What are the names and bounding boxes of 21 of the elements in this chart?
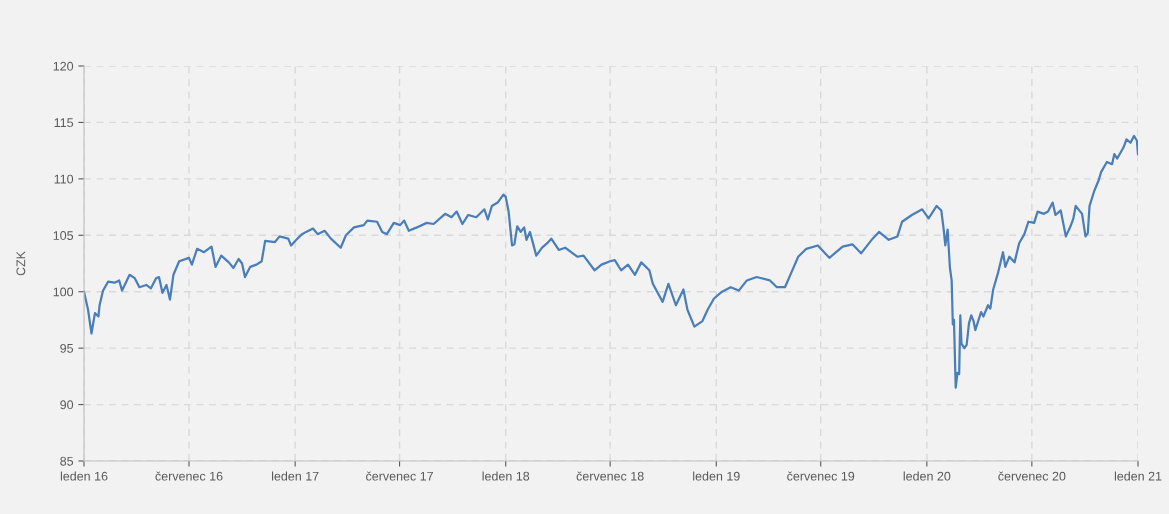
y-axis-title: CZK bbox=[16, 251, 26, 276]
x-tick-label: červenec 20 bbox=[998, 471, 1066, 481]
y-tick-label: 120 bbox=[53, 61, 74, 71]
y-tick-label: 105 bbox=[53, 231, 74, 240]
x-tick-label: leden 16 bbox=[60, 471, 108, 481]
x-tick-label: červenec 16 bbox=[155, 471, 223, 481]
y-tick-label: 95 bbox=[60, 343, 74, 353]
y-tick-label: 110 bbox=[54, 174, 74, 184]
x-tick-label: červenec 19 bbox=[787, 471, 855, 481]
y-tick-label: 90 bbox=[60, 400, 74, 410]
y-tick-label: 100 bbox=[53, 287, 74, 297]
x-tick-label: leden 18 bbox=[482, 471, 530, 481]
y-tick-label: 115 bbox=[54, 118, 74, 128]
x-tick-label: červenec 18 bbox=[576, 471, 644, 481]
line-series bbox=[84, 134, 1138, 389]
y-tick-label: 85 bbox=[60, 456, 74, 466]
x-tick-label: leden 21 bbox=[1114, 471, 1162, 481]
x-tick-label: leden 19 bbox=[693, 471, 740, 481]
x-tick-label: červenec 17 bbox=[366, 471, 433, 481]
x-tick-label: leden 20 bbox=[903, 471, 951, 481]
x-tick-label: leden 17 bbox=[272, 471, 319, 481]
